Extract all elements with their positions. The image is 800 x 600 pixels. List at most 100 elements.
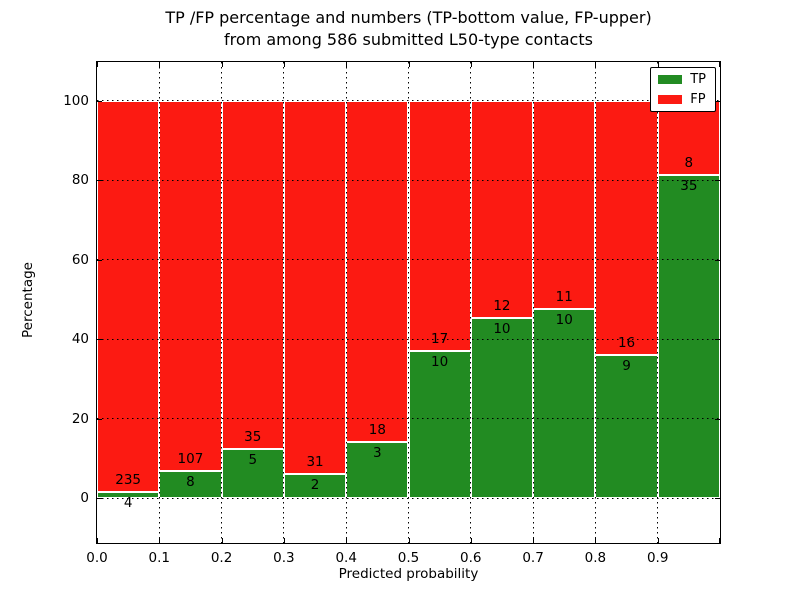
x-axis-tick-top — [719, 62, 720, 67]
fp-bar-segment — [159, 100, 222, 471]
vertical-gridline — [221, 62, 223, 543]
y-tick-label: 100 — [63, 92, 89, 109]
horizontal-gridline — [97, 259, 720, 261]
x-axis-tick — [408, 538, 410, 543]
horizontal-gridline — [97, 100, 720, 102]
fp-bar-segment — [97, 100, 160, 492]
tp-count-label: 8 — [186, 473, 195, 490]
fp-swatch-icon — [658, 95, 683, 104]
tp-count-label: 5 — [248, 451, 258, 468]
x-axis-tick-top — [408, 62, 410, 67]
tp-count-label: 3 — [373, 444, 382, 461]
fp-bar-segment — [283, 100, 347, 475]
fp-count-label: 17 — [431, 331, 449, 348]
tp-count-label: 10 — [431, 354, 449, 371]
y-axis-tick-right — [715, 100, 720, 102]
y-axis-tick-right — [715, 339, 720, 341]
x-tick-label: 0.3 — [273, 550, 295, 566]
fp-bar-segment — [221, 100, 284, 449]
x-axis-tick — [283, 538, 285, 543]
x-axis-tick-top — [97, 62, 98, 67]
plot-canvas: 0.0 0.1 0.2 0.3 0.4 0.5 0.6 0.7 0.8 0.9 0 20 40 60 80 1… — [63, 62, 720, 566]
legend-item-tp: TP — [658, 73, 706, 86]
tp-bar-segment — [470, 317, 534, 499]
tp-bar-segment — [657, 174, 720, 499]
y-axis-tick — [97, 418, 102, 420]
x-axis-tick-top — [221, 62, 223, 67]
tp-bar-segment — [408, 351, 471, 499]
fp-count-label: 31 — [306, 454, 324, 471]
x-axis-tick-top — [283, 62, 285, 67]
fp-bar-segment — [595, 100, 658, 356]
chart-title-line2: from among 586 submitted L50-type contac… — [224, 30, 593, 49]
x-axis-tick-top — [470, 62, 472, 67]
plot-area: 0.0 0.1 0.2 0.3 0.4 0.5 0.6 0.7 0.8 0.9 0 20 40 60 80 1… — [63, 61, 721, 566]
horizontal-gridline — [97, 497, 720, 499]
vertical-gridline — [283, 62, 285, 543]
horizontal-gridline — [97, 338, 720, 340]
fp-count-label: 235 — [115, 471, 142, 488]
vertical-gridline — [657, 62, 659, 543]
x-tick-label: 0.6 — [460, 550, 482, 566]
y-axis-tick-right — [715, 498, 720, 500]
tp-bar-segment — [533, 309, 596, 499]
fp-count-label: 16 — [617, 335, 636, 352]
x-tick-label: 0.2 — [210, 550, 233, 566]
tp-count-label: 35 — [680, 177, 698, 194]
y-axis-tick — [97, 259, 102, 261]
y-axis-tick — [97, 498, 102, 500]
tp-count-label: 2 — [310, 477, 320, 494]
chart-title-line1: TP /FP percentage and numbers (TP-bottom… — [165, 8, 652, 27]
y-axis-label: Percentage — [20, 262, 36, 338]
tp-count-label: 4 — [123, 494, 133, 511]
x-axis-label: Predicted probability — [338, 566, 479, 582]
tp-bar-segment — [159, 470, 222, 499]
tp-count-label: 9 — [622, 358, 631, 375]
x-axis-tick — [657, 538, 659, 543]
fp-count-label: 107 — [177, 450, 204, 467]
fp-count-label: 35 — [244, 428, 262, 445]
y-axis-tick-right — [715, 259, 720, 261]
x-axis-tick — [719, 538, 720, 543]
fp-bar-segment — [408, 100, 471, 352]
vertical-gridline — [345, 62, 347, 543]
y-axis-tick-right — [715, 418, 720, 420]
x-tick-label: 0.4 — [335, 550, 357, 566]
legend: TP FP — [650, 67, 716, 112]
fp-count-label: 8 — [684, 154, 694, 171]
tp-count-label: 10 — [555, 312, 573, 329]
y-axis-tick — [97, 100, 102, 102]
x-axis-tick — [346, 538, 348, 543]
y-axis-tick — [97, 339, 102, 341]
fp-bar-segment — [533, 100, 596, 310]
x-tick-label: 0.8 — [584, 550, 607, 566]
legend-label-fp: FP — [690, 92, 706, 107]
x-axis-tick — [159, 538, 161, 543]
fp-bar-segment — [470, 100, 534, 318]
x-tick-label: 0.1 — [148, 550, 171, 566]
x-tick-label: 0.5 — [397, 550, 420, 566]
tp-count-label: 10 — [493, 320, 511, 337]
x-axis-tick-top — [595, 62, 597, 67]
legend-item-fp: FP — [658, 93, 706, 106]
horizontal-gridline — [97, 179, 720, 181]
x-axis-tick-top — [346, 62, 348, 67]
x-axis-tick-top — [533, 62, 535, 67]
fp-count-label: 12 — [493, 297, 511, 314]
vertical-gridline — [408, 62, 409, 543]
x-axis-tick — [221, 538, 223, 543]
fp-count-label: 18 — [368, 421, 386, 438]
y-tick-label: 40 — [71, 331, 89, 348]
x-axis-tick — [595, 538, 597, 543]
vertical-gridline — [594, 62, 596, 543]
fp-count-label: 11 — [555, 289, 573, 306]
x-tick-label: 0.9 — [646, 550, 669, 566]
y-tick-label: 60 — [71, 251, 89, 268]
x-axis-tick-top — [657, 62, 659, 67]
vertical-gridline — [532, 62, 534, 543]
tp-swatch-icon — [658, 75, 683, 84]
x-axis-tick-top — [159, 62, 161, 67]
x-tick-label: 0.7 — [522, 550, 544, 566]
x-axis-tick — [97, 538, 98, 543]
